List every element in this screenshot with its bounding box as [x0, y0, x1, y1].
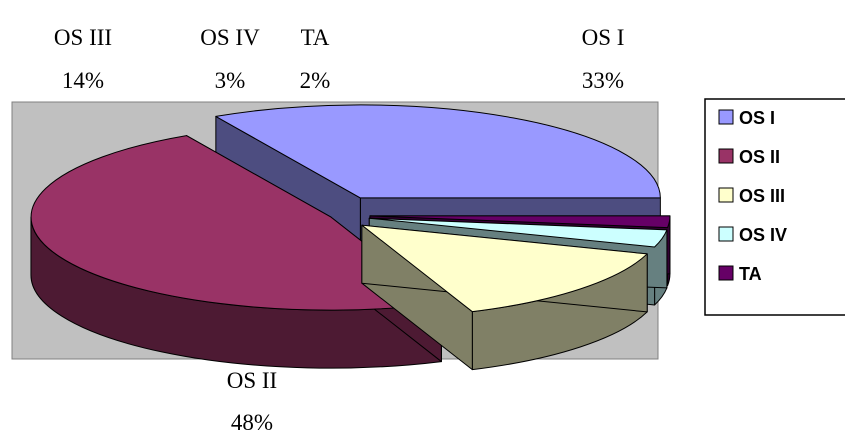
legend-entry: OS II [739, 147, 780, 167]
slice-label-percent: 2% [300, 68, 331, 93]
slice-labels: OS I 33% OS II 48% OS III 14% OS IV 3% TA 2% [54, 25, 624, 435]
slice-label-name: OS II [227, 368, 277, 393]
legend-swatch [718, 109, 734, 125]
legend-swatch [718, 265, 734, 281]
slice-label-percent: 3% [215, 68, 246, 93]
legend-entry: OS I [739, 108, 775, 128]
slice-top [368, 217, 668, 248]
slice-top [30, 135, 442, 311]
slice-top [215, 104, 661, 199]
slice-label-percent: 48% [231, 410, 273, 435]
slice-label-percent: 33% [582, 68, 624, 93]
pie-slices [30, 104, 671, 371]
legend-swatch [718, 187, 734, 203]
legend-swatch [718, 226, 734, 242]
legend-entry: OS IV [739, 225, 787, 245]
slice-label-name: TA [301, 25, 330, 50]
slice-label-name: OS III [54, 25, 112, 50]
slice-top [369, 215, 671, 229]
legend-box [704, 98, 845, 316]
legend: OS I OS II OS III OS IV TA [704, 98, 845, 316]
slice-os-ii [30, 135, 442, 369]
slice-label-name: OS IV [200, 25, 260, 50]
legend-entry: OS III [739, 186, 785, 206]
slice-label-percent: 14% [62, 68, 104, 93]
legend-entry: TA [739, 264, 762, 284]
legend-swatch [718, 148, 734, 164]
slice-os-iii [361, 224, 648, 371]
slice-top [361, 224, 648, 313]
slice-label-name: OS I [582, 25, 625, 50]
